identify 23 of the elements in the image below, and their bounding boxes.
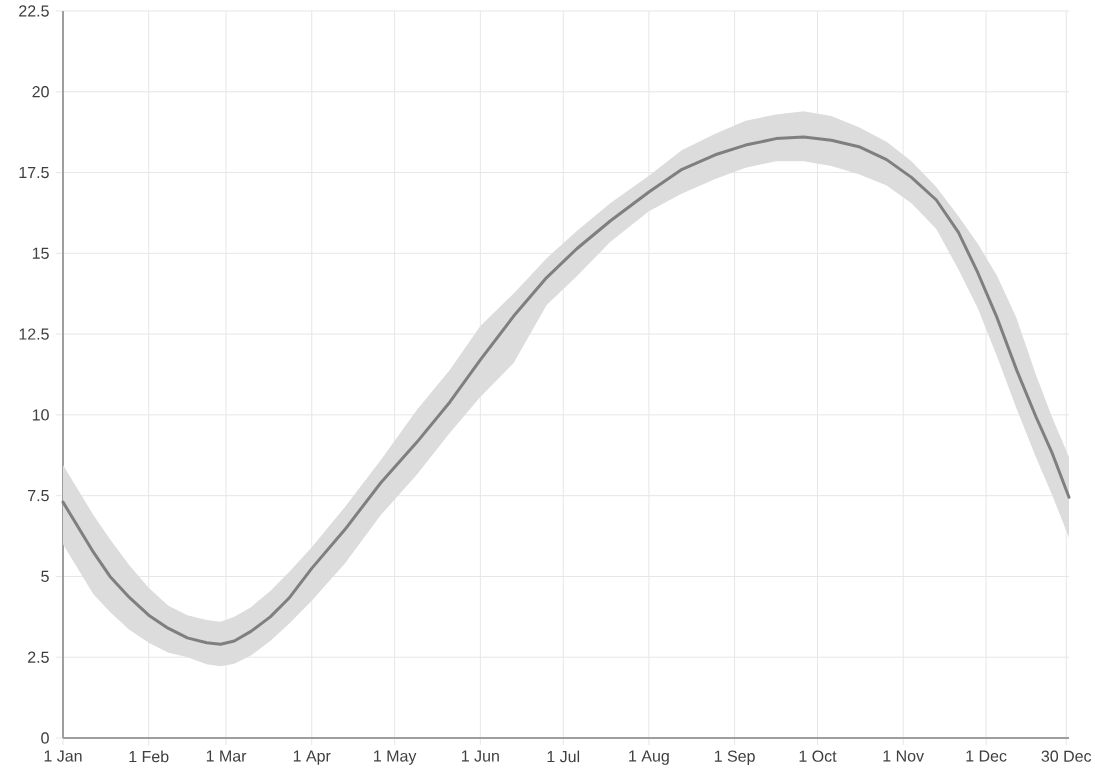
x-tick-label: 1 Jul: [547, 750, 580, 763]
y-tick-label: 5: [41, 570, 49, 583]
x-tick-label: 1 Aug: [629, 750, 669, 765]
x-tick-label: 1 Jan: [44, 750, 82, 762]
x-tick-label: 1 Jun: [461, 750, 499, 762]
x-tick-label: 1 Oct: [799, 750, 837, 762]
x-tick-label: 1 Dec: [966, 750, 1007, 762]
y-tick-label: 0: [41, 732, 49, 744]
y-tick-label: 22.5: [19, 5, 49, 17]
x-tick-label: 30 Dec: [1041, 750, 1092, 762]
y-tick-label: 20: [32, 86, 49, 98]
x-tick-label: 1 Mar: [206, 750, 247, 762]
y-tick-label: 12.5: [19, 328, 49, 340]
x-tick-label: 1 Sep: [714, 750, 755, 766]
x-tick-label: 1 Feb: [129, 750, 169, 763]
y-tick-label: 15: [32, 247, 49, 259]
x-tick-label: 1 Apr: [293, 750, 331, 765]
x-tick-label: 1 Nov: [883, 750, 924, 762]
y-tick-label: 10: [32, 409, 49, 421]
x-tick-label: 1 May: [374, 750, 417, 765]
y-tick-label: 2.5: [28, 651, 49, 663]
y-tick-label: 17.5: [19, 166, 49, 179]
y-tick-label: 7.5: [28, 490, 49, 502]
